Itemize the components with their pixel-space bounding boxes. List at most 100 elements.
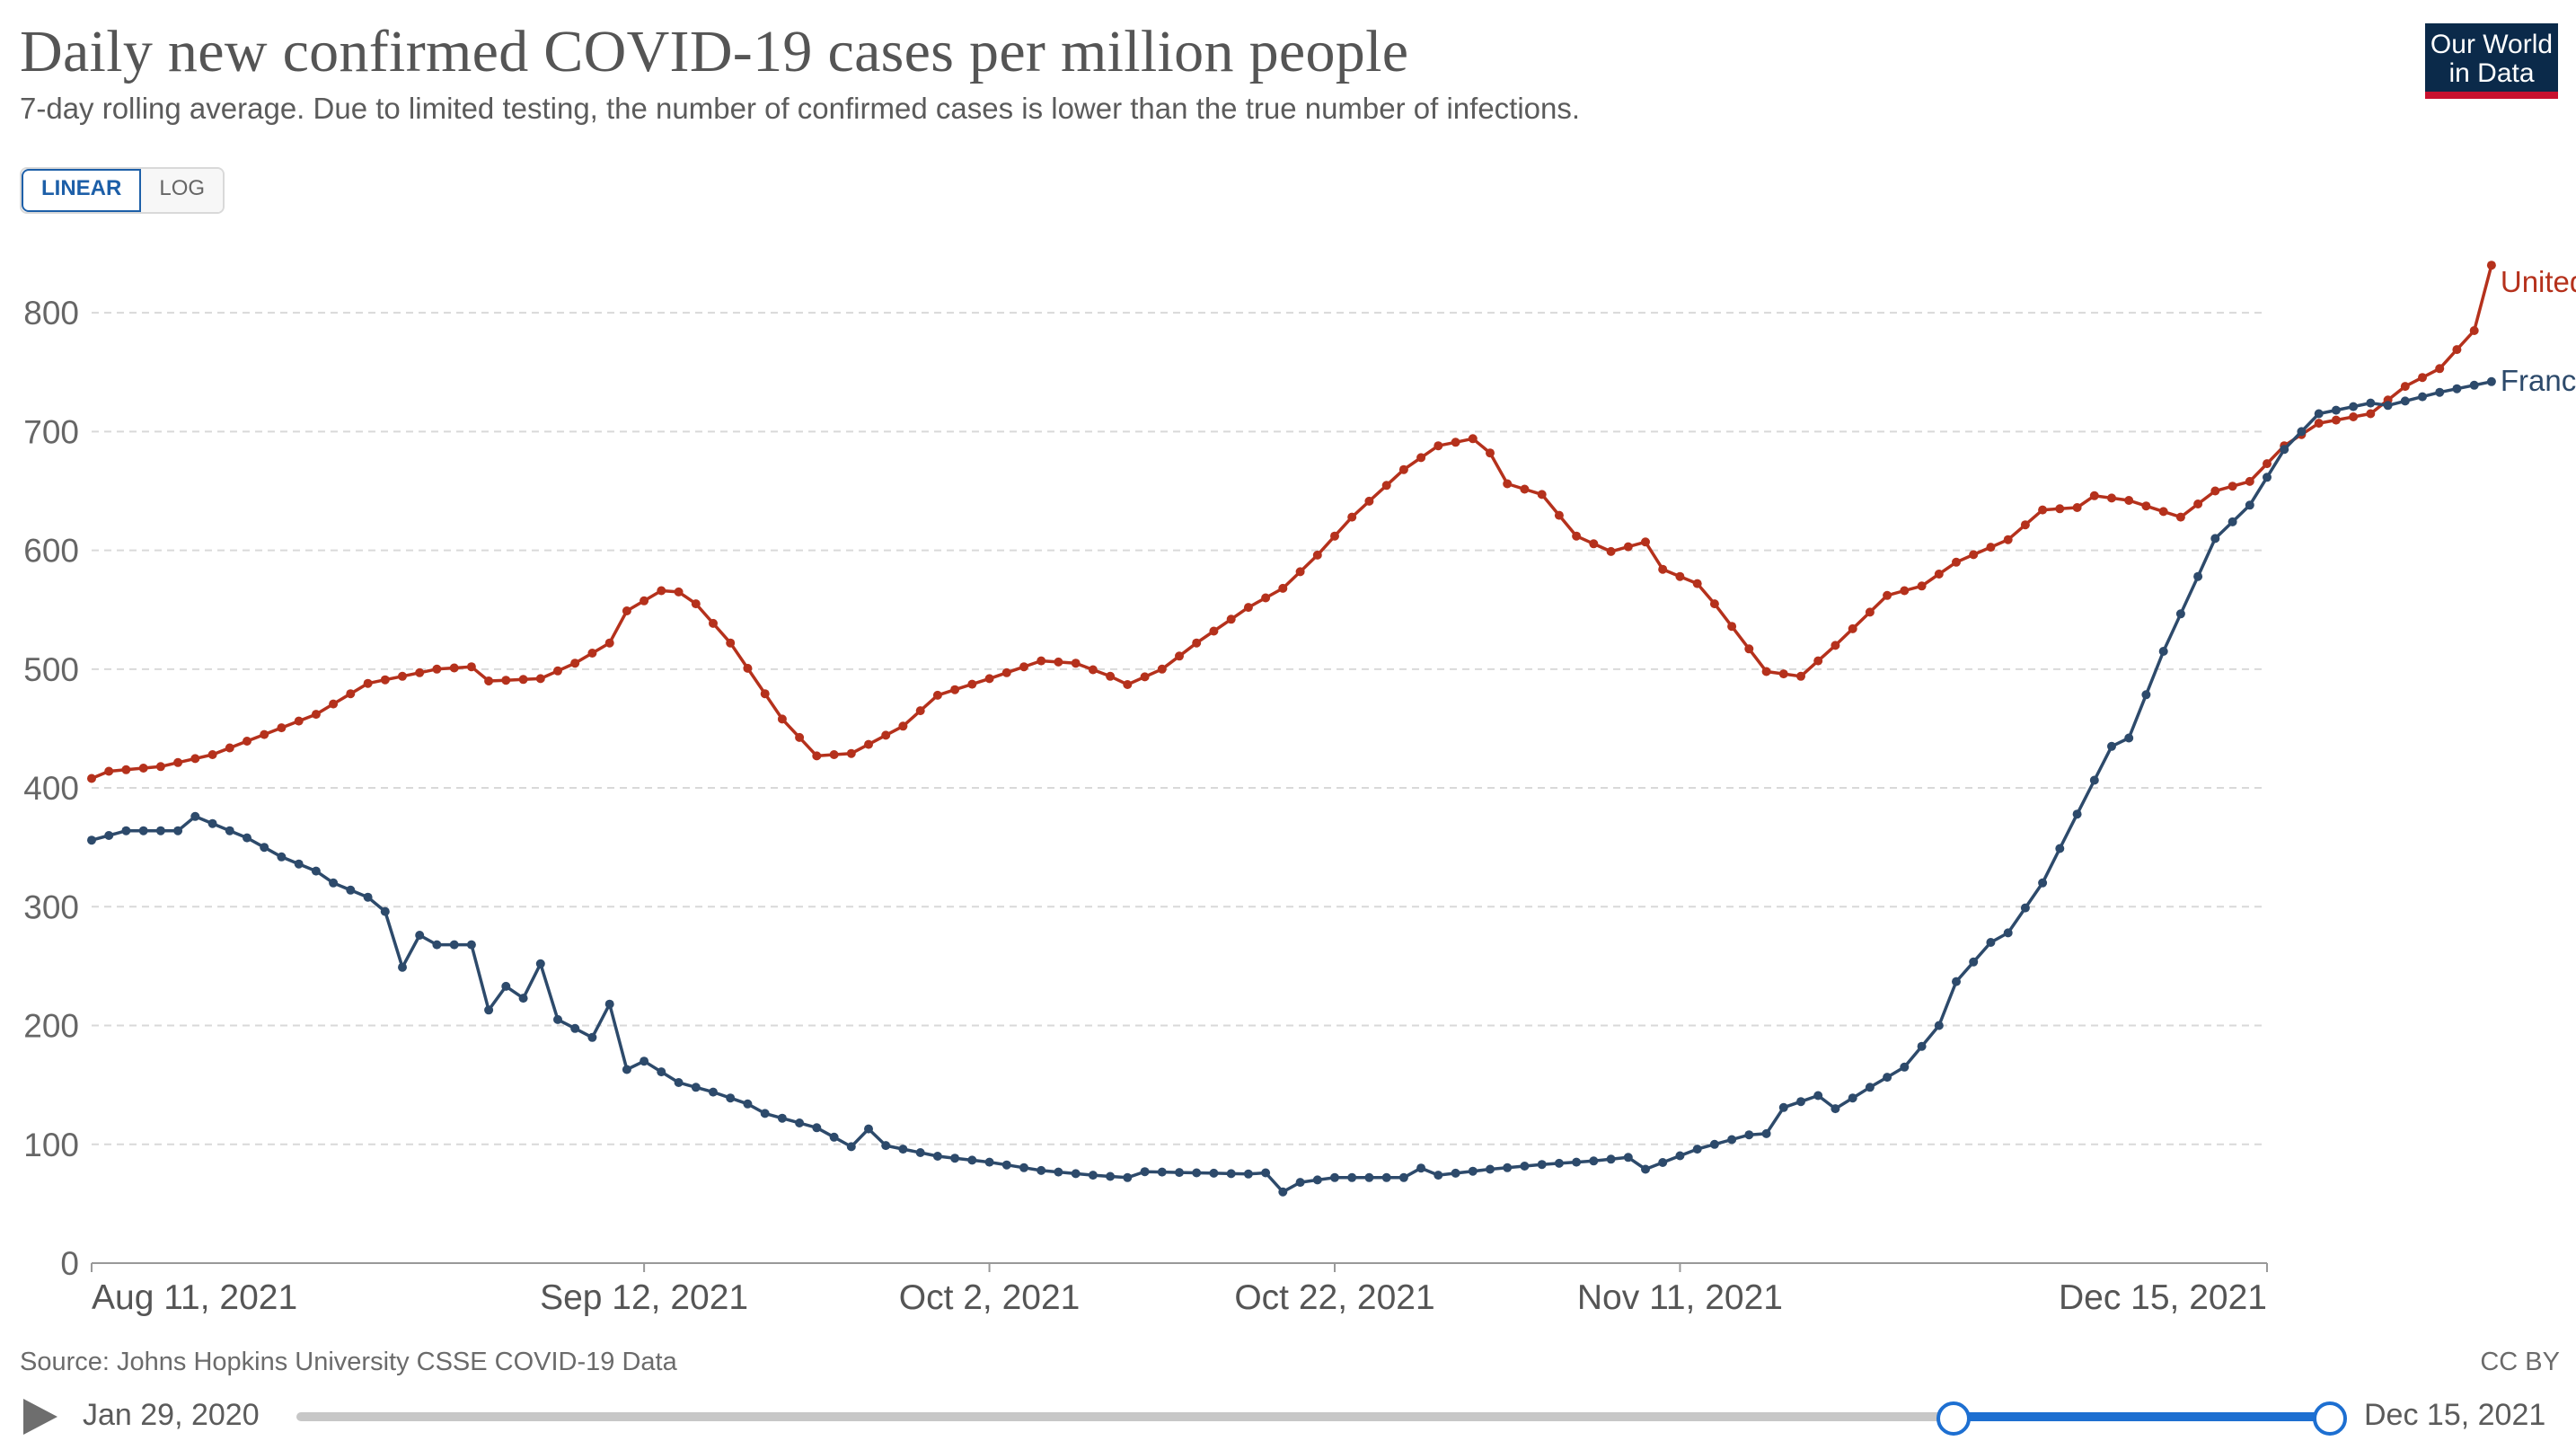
data-point[interactable] <box>155 762 165 772</box>
data-point[interactable] <box>1692 579 1702 588</box>
data-point[interactable] <box>1157 664 1167 674</box>
data-point[interactable] <box>881 730 891 740</box>
data-point[interactable] <box>984 1157 994 1167</box>
data-point[interactable] <box>1727 1135 1737 1145</box>
data-point[interactable] <box>398 962 407 972</box>
data-point[interactable] <box>777 714 787 724</box>
data-point[interactable] <box>864 739 873 749</box>
data-point[interactable] <box>207 750 217 759</box>
data-point[interactable] <box>1054 1167 1063 1177</box>
data-point[interactable] <box>1416 453 1426 463</box>
data-point[interactable] <box>346 689 356 699</box>
data-point[interactable] <box>518 994 528 1003</box>
data-point[interactable] <box>1865 1083 1875 1092</box>
data-point[interactable] <box>2072 503 2082 512</box>
data-point[interactable] <box>2366 398 2376 408</box>
data-point[interactable] <box>1364 496 1374 506</box>
data-point[interactable] <box>104 766 114 776</box>
data-point[interactable] <box>277 852 287 862</box>
data-point[interactable] <box>709 618 718 628</box>
data-point[interactable] <box>2331 415 2341 425</box>
data-point[interactable] <box>535 674 545 684</box>
linear-scale-button[interactable]: LINEAR <box>22 169 142 212</box>
data-point[interactable] <box>881 1141 891 1151</box>
data-point[interactable] <box>501 676 511 685</box>
data-point[interactable] <box>260 729 269 739</box>
data-point[interactable] <box>1192 638 1202 648</box>
series-line[interactable] <box>91 264 2493 781</box>
data-point[interactable] <box>1865 607 1875 617</box>
data-point[interactable] <box>829 1132 839 1142</box>
data-point[interactable] <box>1175 1168 1184 1178</box>
data-point[interactable] <box>329 878 339 888</box>
data-point[interactable] <box>1952 977 1961 986</box>
data-point[interactable] <box>1848 1093 1857 1103</box>
data-point[interactable] <box>604 638 614 648</box>
data-point[interactable] <box>2175 609 2185 619</box>
data-point[interactable] <box>2089 491 2099 500</box>
data-point[interactable] <box>225 743 234 753</box>
data-point[interactable] <box>1520 484 1530 494</box>
data-point[interactable] <box>795 732 805 742</box>
data-point[interactable] <box>518 675 528 685</box>
data-point[interactable] <box>2003 928 2013 938</box>
data-point[interactable] <box>1831 1104 1840 1114</box>
data-point[interactable] <box>2055 504 2065 514</box>
data-point[interactable] <box>1364 1172 1374 1182</box>
data-point[interactable] <box>415 667 425 677</box>
data-point[interactable] <box>726 1093 736 1103</box>
data-point[interactable] <box>1451 1168 1460 1178</box>
data-point[interactable] <box>1554 510 1564 520</box>
data-point[interactable] <box>1054 657 1063 667</box>
data-point[interactable] <box>691 599 701 609</box>
data-point[interactable] <box>1623 542 1633 552</box>
data-point[interactable] <box>243 737 251 746</box>
data-point[interactable] <box>1778 669 1788 679</box>
data-point[interactable] <box>1416 1163 1426 1173</box>
data-point[interactable] <box>846 748 856 758</box>
data-point[interactable] <box>1709 1139 1719 1149</box>
play-icon[interactable] <box>23 1399 57 1435</box>
data-point[interactable] <box>657 586 666 596</box>
data-point[interactable] <box>1503 1163 1513 1172</box>
data-point[interactable] <box>1572 1157 1582 1167</box>
license-link[interactable]: CC BY <box>2480 1348 2560 1376</box>
data-point[interactable] <box>2452 384 2462 393</box>
data-point[interactable] <box>1658 564 1668 574</box>
data-point[interactable] <box>1641 1164 1650 1174</box>
data-point[interactable] <box>915 1148 925 1157</box>
data-point[interactable] <box>2469 380 2479 390</box>
data-point[interactable] <box>1295 567 1305 577</box>
data-point[interactable] <box>1813 1091 1823 1101</box>
timeline-track[interactable] <box>296 1412 2330 1421</box>
data-point[interactable] <box>1969 550 1979 560</box>
data-point[interactable] <box>1330 531 1339 541</box>
data-point[interactable] <box>1209 1168 1219 1178</box>
data-point[interactable] <box>2245 500 2254 510</box>
data-point[interactable] <box>1106 671 1116 681</box>
data-point[interactable] <box>2314 409 2324 419</box>
data-point[interactable] <box>155 826 165 835</box>
data-point[interactable] <box>1312 550 1322 560</box>
data-point[interactable] <box>121 826 131 835</box>
data-point[interactable] <box>2297 427 2307 437</box>
data-point[interactable] <box>691 1083 701 1092</box>
data-point[interactable] <box>1226 614 1236 624</box>
data-point[interactable] <box>1692 1145 1702 1154</box>
data-point[interactable] <box>277 723 287 733</box>
data-point[interactable] <box>657 1067 666 1077</box>
data-point[interactable] <box>1761 667 1771 676</box>
data-point[interactable] <box>604 999 614 1009</box>
data-point[interactable] <box>1175 651 1184 661</box>
data-point[interactable] <box>1019 662 1028 672</box>
data-point[interactable] <box>1140 672 1150 682</box>
series-line[interactable] <box>91 380 2492 1194</box>
data-point[interactable] <box>829 750 839 759</box>
data-point[interactable] <box>1537 490 1547 499</box>
data-point[interactable] <box>1969 957 1979 967</box>
data-point[interactable] <box>1088 1171 1098 1180</box>
data-point[interactable] <box>2003 535 2013 544</box>
data-point[interactable] <box>294 716 304 726</box>
data-point[interactable] <box>1398 464 1408 474</box>
data-point[interactable] <box>553 666 562 676</box>
